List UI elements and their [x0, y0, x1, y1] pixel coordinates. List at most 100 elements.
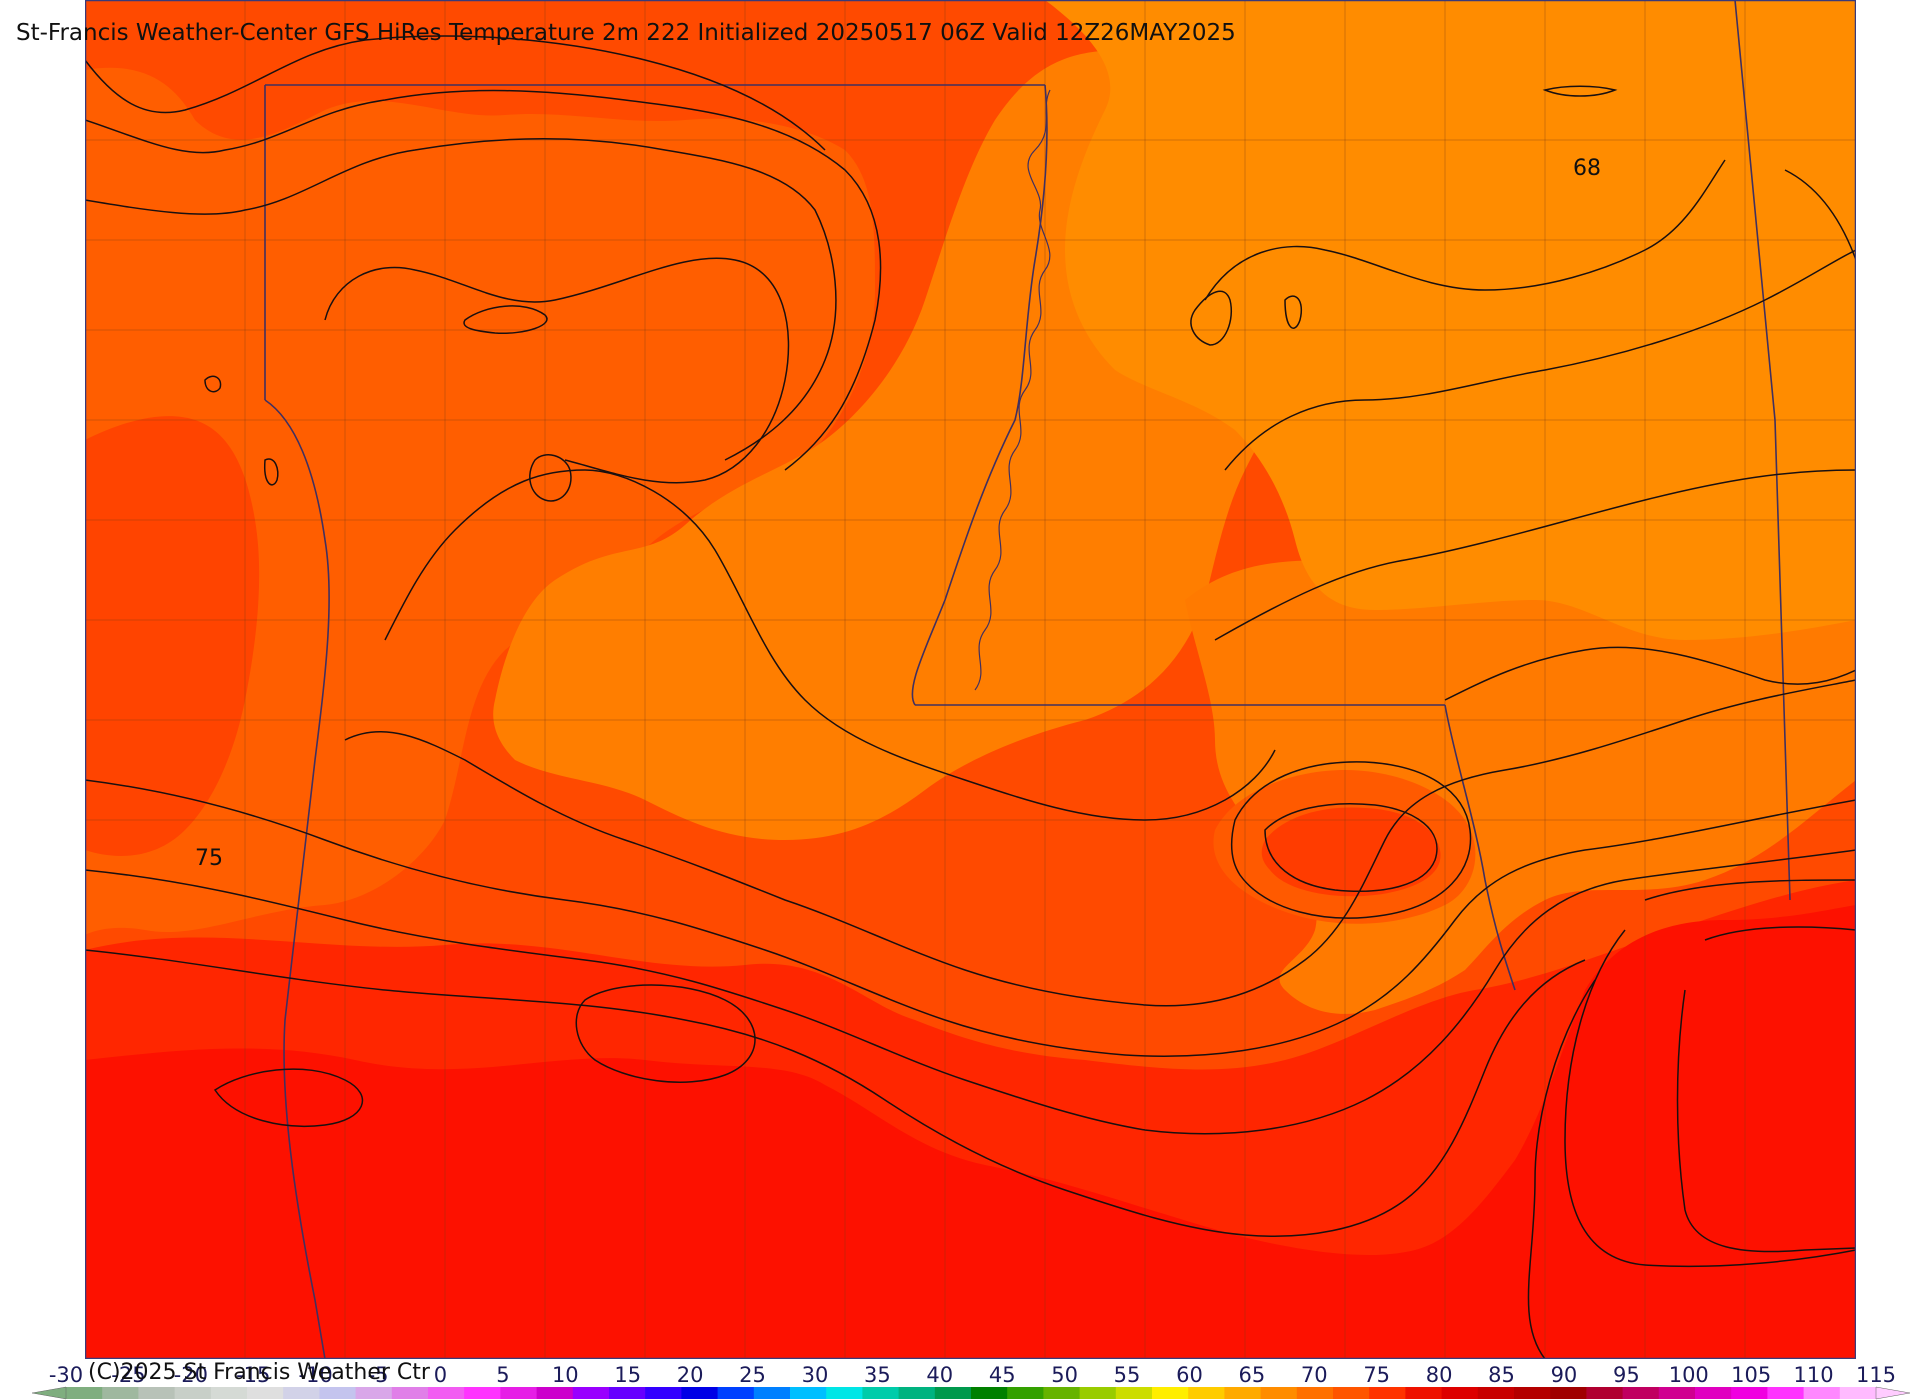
colorbar-tick-label: -5 [368, 1363, 389, 1387]
copyright-text: (C)2025 St Francis Weather Ctr [88, 1360, 430, 1385]
colorbar-swatch [1586, 1387, 1624, 1399]
colorbar-swatch [428, 1387, 465, 1399]
colorbar-swatch [717, 1387, 755, 1399]
colorbar-tick-label: 110 [1794, 1363, 1834, 1387]
colorbar-tick-label: -10 [298, 1363, 332, 1387]
colorbar-swatch [790, 1387, 827, 1399]
colorbar-swatch [1441, 1387, 1479, 1399]
colorbar-swatch [609, 1387, 646, 1399]
state-boundaries [264, 0, 1791, 1359]
colorbar-swatch [247, 1387, 284, 1399]
colorbar-svg: -30 -25 -20 -15 -10 -5 0 5 10 15 20 25 30 35 40 45 50 55 6… [31, 1363, 1911, 1400]
colorbar-tick-label: 85 [1488, 1363, 1515, 1387]
colorbar-swatch [1477, 1387, 1515, 1399]
label-75: 75 [195, 846, 223, 871]
colorbar-swatch [536, 1387, 574, 1399]
label-68: 68 [1573, 156, 1601, 181]
colorbar-tick-label: 65 [1238, 1363, 1265, 1387]
colorbar-swatch [753, 1387, 791, 1399]
colorbar-tick-label: 30 [802, 1363, 829, 1387]
colorbar-swatch [283, 1387, 320, 1399]
mississippi-river [974, 89, 1051, 691]
colorbar-swatch [66, 1387, 103, 1399]
colorbar-swatch [1296, 1387, 1334, 1399]
colorbar-tick-label: -15 [236, 1363, 270, 1387]
colorbar-tick-label: 55 [1114, 1363, 1141, 1387]
colorbar-tick-label: -20 [174, 1363, 208, 1387]
colorbar-tick-label: 45 [989, 1363, 1016, 1387]
colorbar-tick-label: 105 [1731, 1363, 1771, 1387]
band-75-80-north [85, 67, 875, 936]
map-title: St-Francis Weather-Center GFS HiRes Temp… [16, 20, 1236, 46]
colorbar-swatch [826, 1387, 863, 1399]
colorbar-swatch [464, 1387, 501, 1399]
colorbar-swatch [319, 1387, 357, 1399]
colorbar-swatch [1115, 1387, 1153, 1399]
colorbar-left-triangle [31, 1386, 67, 1400]
colorbar-tick-label: 115 [1856, 1363, 1896, 1387]
colorbar-tick-label: 75 [1363, 1363, 1390, 1387]
colorbar-tick-label: 20 [677, 1363, 704, 1387]
colorbar-swatches [31, 1386, 1911, 1400]
colorbar-tick-labels: -30 -25 -20 -15 -10 -5 0 5 10 15 20 25 30 35 40 45 50 55 6… [49, 1363, 1896, 1387]
colorbar-swatch [1043, 1387, 1081, 1399]
colorbar-tick-label: 10 [552, 1363, 579, 1387]
colorbar-swatch [1767, 1387, 1805, 1399]
temperature-map[interactable]: 68 75 [85, 0, 1856, 1359]
band-80-85-se [1261, 807, 1441, 897]
county-lines [85, 0, 1856, 1359]
band-80-85-west [85, 416, 260, 856]
colorbar-swatch [645, 1387, 682, 1399]
colorbar-swatch [862, 1387, 900, 1399]
colorbar-swatch [1695, 1387, 1732, 1399]
colorbar-swatch [210, 1387, 248, 1399]
colorbar-tick-label: 5 [496, 1363, 509, 1387]
colorbar-swatch [1369, 1387, 1406, 1399]
colorbar-swatch [1007, 1387, 1044, 1399]
temperature-contours [85, 35, 1856, 1359]
colorbar-swatch [1405, 1387, 1443, 1399]
colorbar-swatch [572, 1387, 610, 1399]
colorbar-swatch [355, 1387, 393, 1399]
colorbar-swatch [1152, 1387, 1189, 1399]
colorbar-tick-label: -30 [49, 1363, 83, 1387]
band-90-95 [85, 905, 1856, 1359]
colorbar-tick-label: 50 [1051, 1363, 1078, 1387]
colorbar-tick-label: -25 [111, 1363, 145, 1387]
colorbar-swatch [1550, 1387, 1587, 1399]
colorbar-swatch [1224, 1387, 1262, 1399]
colorbar-swatch [1839, 1387, 1877, 1399]
colorbar-tick-label: 15 [614, 1363, 641, 1387]
colorbar-swatch [1658, 1387, 1696, 1399]
colorbar-swatch [138, 1387, 176, 1399]
colorbar-tick-label: 0 [434, 1363, 447, 1387]
colorbar-tick-label: 70 [1301, 1363, 1328, 1387]
colorbar-swatch [1079, 1387, 1117, 1399]
colorbar-tick-label: 100 [1669, 1363, 1709, 1387]
colorbar-tick-label: 40 [926, 1363, 953, 1387]
colorbar-swatch [1803, 1387, 1841, 1399]
colorbar-tick-label: 95 [1613, 1363, 1640, 1387]
colorbar-swatch [898, 1387, 936, 1399]
colorbar-swatch [1514, 1387, 1551, 1399]
colorbar-right-triangle [1875, 1386, 1911, 1400]
colorbar-swatch [1188, 1387, 1225, 1399]
colorbar-tick-label: 60 [1176, 1363, 1203, 1387]
colorbar-swatch [1260, 1387, 1298, 1399]
band-65-70-ne [1045, 0, 1856, 640]
colorbar-swatch [971, 1387, 1008, 1399]
map-border [85, 0, 1856, 1359]
colorbar-tick-label: 25 [739, 1363, 766, 1387]
colorbar-swatch [500, 1387, 538, 1399]
colorbar-swatch [1731, 1387, 1768, 1399]
colorbar-tick-label: 80 [1426, 1363, 1453, 1387]
colorbar-swatch [174, 1387, 212, 1399]
colorbar-swatch [934, 1387, 972, 1399]
colorbar: -30 -25 -20 -15 -10 -5 0 5 10 15 20 25 30 35 40 45 50 55 6… [0, 1360, 1920, 1400]
colorbar-swatch [681, 1387, 719, 1399]
colorbar-tick-label: 90 [1551, 1363, 1578, 1387]
colorbar-swatch [391, 1387, 429, 1399]
map-panel[interactable]: 68 75 [85, 0, 1856, 1359]
colorbar-swatch [1622, 1387, 1660, 1399]
colorbar-swatch [1333, 1387, 1370, 1399]
